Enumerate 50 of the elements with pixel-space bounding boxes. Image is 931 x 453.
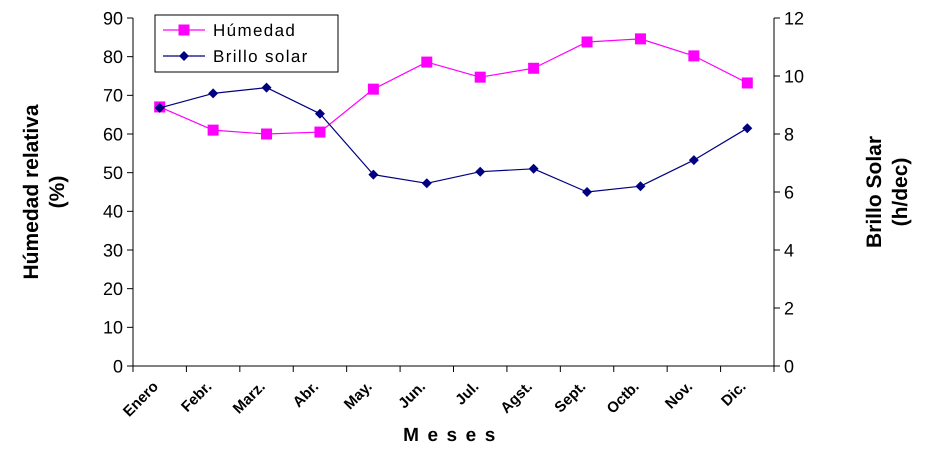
legend-label: Brillo solar (213, 46, 309, 66)
point (635, 181, 646, 192)
point (742, 123, 752, 134)
y-tick-label: 10 (102, 318, 123, 338)
point (314, 108, 325, 119)
point (208, 88, 218, 98)
point (634, 33, 646, 44)
y-axis-title: Húmedad relativa (%) (20, 104, 69, 280)
point (262, 82, 272, 93)
y-tick-label: 30 (102, 240, 123, 260)
point (422, 178, 432, 188)
y2-axis-title: Brillo Solar (h/dec) (863, 136, 912, 248)
y2-tick-label: 0 (784, 356, 794, 376)
point (528, 164, 539, 174)
y2-tick-label: 10 (784, 66, 804, 86)
y2-tick-label: 8 (784, 124, 794, 144)
y-tick-label: 40 (102, 202, 123, 222)
x-tick-label: Abr. (290, 378, 322, 411)
point (688, 50, 700, 62)
point (368, 170, 378, 180)
y-tick-label: 90 (102, 8, 123, 28)
y-tick-label: 20 (102, 278, 123, 299)
point (475, 166, 486, 177)
y-tick-label: 80 (102, 46, 123, 67)
x-tick-label: May. (340, 378, 376, 414)
legend-label: Húmedad (213, 20, 296, 40)
y-tick-label: 0 (112, 356, 123, 376)
point (742, 77, 753, 88)
x-axis-title: Meses (403, 425, 504, 446)
point (528, 62, 540, 74)
point (208, 124, 219, 136)
x-tick-label: Jun. (395, 378, 430, 412)
y-tick-label: 70 (102, 86, 123, 106)
y2-tick-label: 2 (784, 298, 794, 318)
x-tick-label: Jul. (452, 378, 482, 409)
point (582, 36, 593, 48)
y2-tick-label: 12 (784, 8, 804, 28)
x-tick-label: Nov. (662, 378, 696, 412)
point (368, 84, 379, 95)
y-tick-label: 50 (102, 162, 123, 183)
point (314, 126, 326, 138)
point (261, 128, 272, 140)
y-tick-label: 60 (102, 124, 123, 144)
point (582, 187, 592, 197)
y2-tick-label: 6 (784, 182, 794, 202)
y2-tick-label: 4 (784, 240, 794, 260)
point (474, 72, 486, 83)
point (688, 155, 699, 166)
x-tick-label: Dic. (718, 378, 750, 410)
point (421, 56, 432, 68)
